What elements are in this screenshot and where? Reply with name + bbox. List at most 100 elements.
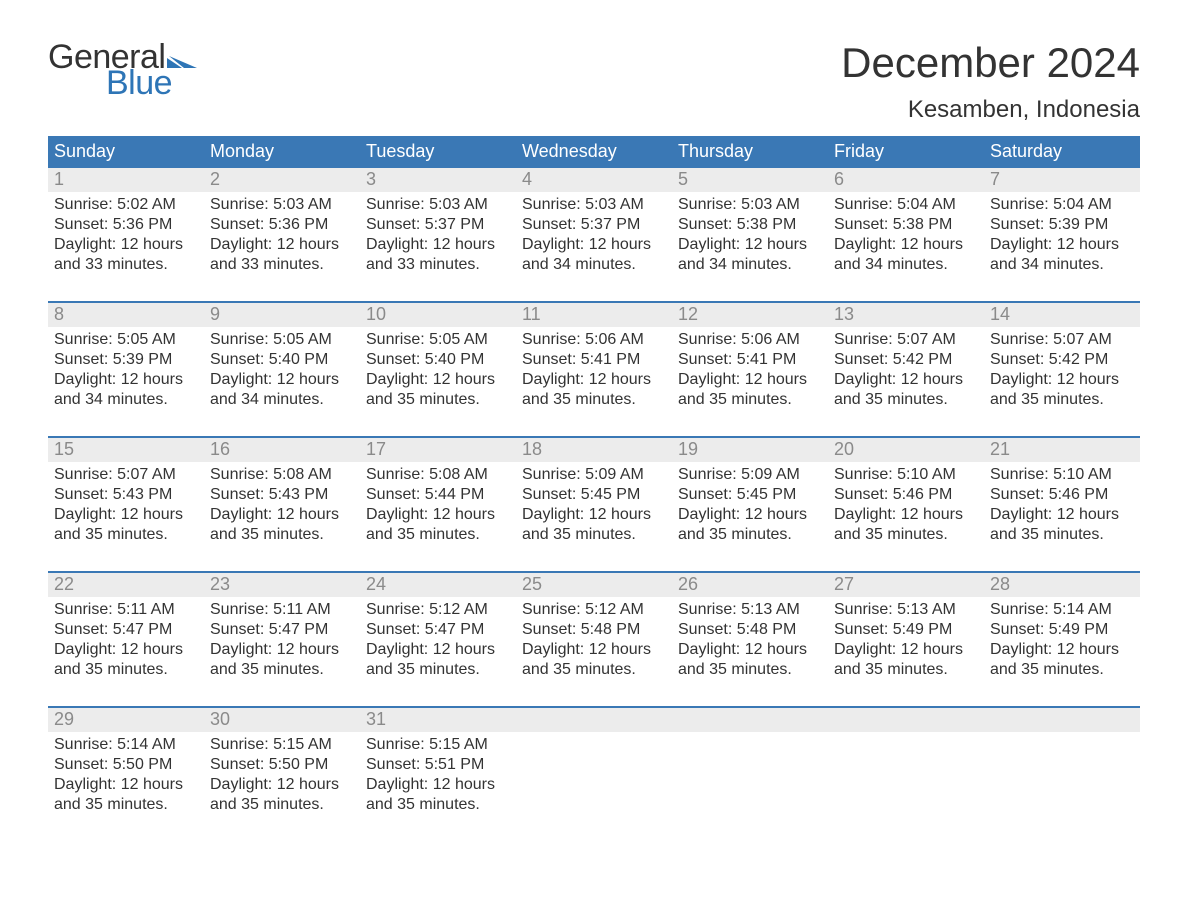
day-detail-line: Daylight: 12 hours (54, 775, 198, 795)
day-detail-line: Daylight: 12 hours (990, 235, 1134, 255)
day-detail-line: and 34 minutes. (522, 255, 666, 275)
day-detail-line: Sunrise: 5:14 AM (54, 735, 198, 755)
day-detail-line: Sunrise: 5:10 AM (834, 465, 978, 485)
day-number: 2 (210, 169, 220, 189)
day-detail-line: and 35 minutes. (366, 390, 510, 410)
day-detail-line: and 33 minutes. (210, 255, 354, 275)
day-detail-line: Sunset: 5:37 PM (366, 215, 510, 235)
day-detail-line: and 35 minutes. (990, 660, 1134, 680)
day-details: Sunrise: 5:02 AMSunset: 5:36 PMDaylight:… (54, 195, 198, 275)
calendar-day-cell: 3 Sunrise: 5:03 AMSunset: 5:37 PMDaylight… (360, 168, 516, 279)
day-details: Sunrise: 5:15 AMSunset: 5:51 PMDaylight:… (366, 735, 510, 815)
day-detail-line: and 35 minutes. (366, 660, 510, 680)
day-detail-line: Daylight: 12 hours (990, 370, 1134, 390)
day-number-row: 28 (984, 573, 1140, 597)
day-detail-line: and 35 minutes. (522, 390, 666, 410)
day-number-row: 17 (360, 438, 516, 462)
calendar-day-cell: 27Sunrise: 5:13 AMSunset: 5:49 PMDayligh… (828, 573, 984, 684)
day-detail-line: and 35 minutes. (678, 660, 822, 680)
day-detail-line: and 35 minutes. (210, 525, 354, 545)
day-number-row: 30 (204, 708, 360, 732)
day-details: Sunrise: 5:03 AMSunset: 5:37 PMDaylight:… (366, 195, 510, 275)
day-detail-line: Sunrise: 5:08 AM (210, 465, 354, 485)
day-number: 3 (366, 169, 376, 189)
day-number: 28 (990, 574, 1010, 594)
day-detail-line: Sunset: 5:48 PM (522, 620, 666, 640)
day-detail-line: Sunrise: 5:10 AM (990, 465, 1134, 485)
day-detail-line: Sunrise: 5:09 AM (522, 465, 666, 485)
day-detail-line: Sunset: 5:47 PM (210, 620, 354, 640)
day-number: 29 (54, 709, 74, 729)
dow-friday: Friday (828, 136, 984, 168)
day-detail-line: Daylight: 12 hours (54, 640, 198, 660)
day-detail-line: Daylight: 12 hours (210, 775, 354, 795)
day-detail-line: Daylight: 12 hours (990, 505, 1134, 525)
day-number: 15 (54, 439, 74, 459)
weeks-container: 1Sunrise: 5:02 AMSunset: 5:36 PMDaylight… (48, 168, 1140, 819)
day-details: Sunrise: 5:06 AMSunset: 5:41 PMDaylight:… (678, 330, 822, 410)
calendar-day-cell: 15Sunrise: 5:07 AMSunset: 5:43 PMDayligh… (48, 438, 204, 549)
day-detail-line: Sunset: 5:43 PM (54, 485, 198, 505)
day-number-row: 2 (204, 168, 360, 192)
location-label: Kesamben, Indonesia (841, 96, 1140, 124)
day-details: Sunrise: 5:03 AMSunset: 5:36 PMDaylight:… (210, 195, 354, 275)
calendar-day-cell: 9Sunrise: 5:05 AMSunset: 5:40 PMDaylight… (204, 303, 360, 414)
day-number: 23 (210, 574, 230, 594)
day-details: Sunrise: 5:04 AMSunset: 5:38 PMDaylight:… (834, 195, 978, 275)
day-detail-line: and 35 minutes. (522, 660, 666, 680)
title-block: December 2024 Kesamben, Indonesia (841, 40, 1140, 124)
day-details: Sunrise: 5:09 AMSunset: 5:45 PMDaylight:… (522, 465, 666, 545)
calendar-day-cell: 17Sunrise: 5:08 AMSunset: 5:44 PMDayligh… (360, 438, 516, 549)
calendar-week: 29 Sunrise: 5:14 AMSunset: 5:50 PMDayligh… (48, 706, 1140, 819)
day-number: 9 (210, 304, 220, 324)
day-detail-line: Sunrise: 5:06 AM (678, 330, 822, 350)
day-detail-line: Daylight: 12 hours (210, 370, 354, 390)
day-number-row: 19 (672, 438, 828, 462)
month-title: December 2024 (841, 40, 1140, 86)
day-number-row: 3 (360, 168, 516, 192)
day-number: 12 (678, 304, 698, 324)
day-detail-line: Daylight: 12 hours (522, 640, 666, 660)
day-detail-line: Sunrise: 5:11 AM (54, 600, 198, 620)
day-number: 26 (678, 574, 698, 594)
day-number-row: 29 (48, 708, 204, 732)
day-detail-line: Sunrise: 5:06 AM (522, 330, 666, 350)
day-number: 11 (522, 304, 541, 324)
day-detail-line: Sunset: 5:36 PM (54, 215, 198, 235)
day-detail-line: Sunset: 5:46 PM (990, 485, 1134, 505)
day-detail-line: Sunset: 5:37 PM (522, 215, 666, 235)
day-detail-line: and 35 minutes. (54, 795, 198, 815)
day-number-row: 23 (204, 573, 360, 597)
day-detail-line: Daylight: 12 hours (834, 505, 978, 525)
day-detail-line: Sunrise: 5:07 AM (990, 330, 1134, 350)
day-details: Sunrise: 5:14 AMSunset: 5:50 PMDaylight:… (54, 735, 198, 815)
day-number: 10 (366, 304, 386, 324)
day-number-row: 22 (48, 573, 204, 597)
day-number-row: 14 (984, 303, 1140, 327)
day-details: Sunrise: 5:09 AMSunset: 5:45 PMDaylight:… (678, 465, 822, 545)
day-detail-line: Sunset: 5:47 PM (54, 620, 198, 640)
day-number: 17 (366, 439, 386, 459)
calendar-day-cell: 28Sunrise: 5:14 AMSunset: 5:49 PMDayligh… (984, 573, 1140, 684)
day-detail-line: and 35 minutes. (678, 525, 822, 545)
day-number-row: 12 (672, 303, 828, 327)
calendar-day-cell (516, 708, 672, 819)
calendar-day-cell: 23Sunrise: 5:11 AMSunset: 5:47 PMDayligh… (204, 573, 360, 684)
day-detail-line: Sunrise: 5:02 AM (54, 195, 198, 215)
calendar-day-cell: 5Sunrise: 5:03 AMSunset: 5:38 PMDaylight… (672, 168, 828, 279)
day-detail-line: Sunrise: 5:13 AM (678, 600, 822, 620)
calendar-day-cell: 24Sunrise: 5:12 AMSunset: 5:47 PMDayligh… (360, 573, 516, 684)
day-detail-line: and 34 minutes. (990, 255, 1134, 275)
header-row: General Blue December 2024 Kesamben, Ind… (48, 40, 1140, 124)
day-detail-line: Sunrise: 5:05 AM (210, 330, 354, 350)
day-details: Sunrise: 5:05 AMSunset: 5:40 PMDaylight:… (366, 330, 510, 410)
day-detail-line: Sunset: 5:45 PM (678, 485, 822, 505)
logo-text-blue: Blue (106, 66, 197, 100)
day-detail-line: and 35 minutes. (366, 795, 510, 815)
day-detail-line: Sunrise: 5:05 AM (54, 330, 198, 350)
day-number-row: 6 (828, 168, 984, 192)
day-details: Sunrise: 5:13 AMSunset: 5:49 PMDaylight:… (834, 600, 978, 680)
calendar-day-cell: 7Sunrise: 5:04 AMSunset: 5:39 PMDaylight… (984, 168, 1140, 279)
calendar-page: General Blue December 2024 Kesamben, Ind… (0, 0, 1188, 859)
calendar-day-cell: 12 Sunrise: 5:06 AMSunset: 5:41 PMDayligh… (672, 303, 828, 414)
